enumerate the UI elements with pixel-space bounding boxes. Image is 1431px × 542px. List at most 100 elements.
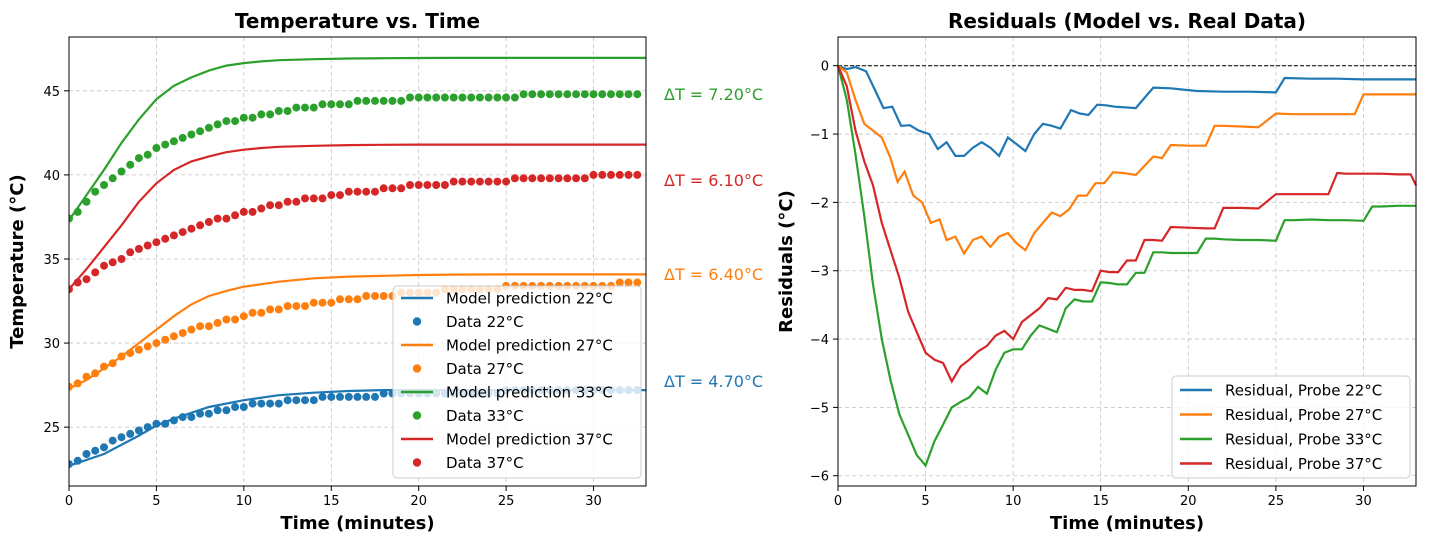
data-point-c27: [204, 322, 213, 331]
data-point-c27: [134, 345, 143, 354]
data-point-c27: [309, 298, 318, 307]
data-point-c37: [414, 181, 423, 189]
data-point-c33: [169, 137, 178, 146]
data-point-c22: [283, 396, 292, 405]
data-point-c27: [239, 312, 248, 321]
temperature-chart: 0 5 10 15 20 25 30 25 30 35 40 45 Temperature vs. T…: [7, 9, 763, 534]
legend-label: Data 27°C: [446, 360, 524, 378]
data-point-c37: [607, 170, 615, 179]
data-point-c37: [274, 201, 283, 210]
data-point-c33: [467, 93, 476, 102]
data-point-c27: [266, 305, 275, 314]
model-line-c37: [69, 143, 646, 290]
y-tick-label: −4: [810, 333, 829, 348]
data-point-c33: [615, 90, 624, 99]
residuals-chart-plot: [836, 64, 1417, 468]
y-tick-label: −5: [810, 401, 829, 416]
data-point-c33: [69, 214, 73, 223]
x-tick-label: 5: [152, 494, 160, 509]
data-point-c27: [283, 302, 292, 311]
data-point-c37: [615, 170, 624, 179]
legend-label: Residual, Probe 22°C: [1225, 382, 1382, 400]
data-point-c37: [353, 187, 362, 196]
legend-label: Data 22°C: [446, 313, 524, 331]
legend-label: Data 33°C: [446, 407, 524, 425]
model-line-c33: [69, 56, 646, 221]
data-point-c33: [458, 93, 467, 102]
legend-marker-swatch: [412, 317, 422, 326]
x-tick-label: 20: [1180, 494, 1197, 509]
data-point-c33: [545, 90, 554, 99]
data-point-c27: [143, 342, 152, 351]
data-point-c22: [371, 392, 379, 401]
temperature-chart-ticks: 0 5 10 15 20 25 30 25 30 35 40 45: [43, 85, 601, 509]
data-point-c22: [152, 419, 161, 428]
residuals-chart-frame: [837, 36, 1417, 487]
delta-t-annotation: ΔT = 4.70°C: [664, 372, 763, 391]
data-point-c22: [108, 436, 117, 445]
data-point-c37: [292, 197, 301, 206]
data-point-c37: [248, 207, 257, 216]
data-point-c37: [362, 187, 371, 196]
data-point-c37: [327, 191, 336, 200]
data-point-c22: [91, 446, 100, 455]
data-point-c37: [161, 234, 170, 243]
data-point-c37: [204, 218, 213, 226]
data-point-c37: [169, 231, 178, 240]
data-point-c22: [69, 460, 73, 469]
data-point-c37: [624, 170, 633, 179]
y-tick-label: 30: [43, 337, 60, 352]
x-tick-label: 10: [236, 494, 253, 509]
data-point-c33: [397, 96, 406, 105]
data-point-c27: [327, 298, 336, 307]
data-point-c33: [100, 181, 108, 189]
data-point-c27: [615, 278, 624, 287]
data-point-c22: [266, 399, 275, 408]
y-tick-label: 25: [43, 421, 60, 436]
y-tick-label: 35: [43, 253, 60, 268]
residuals-chart-xlabel: Time (minutes): [1050, 513, 1204, 534]
data-point-c37: [257, 204, 266, 213]
data-point-c33: [580, 90, 589, 99]
data-point-c37: [484, 177, 493, 186]
data-point-c37: [502, 177, 511, 186]
data-point-c27: [100, 362, 108, 371]
data-point-c37: [572, 174, 581, 183]
residual-line-c22: [837, 64, 1416, 158]
data-point-c33: [528, 90, 537, 99]
data-point-c33: [554, 90, 563, 99]
data-point-c27: [371, 292, 379, 300]
data-point-c33: [161, 140, 170, 149]
temperature-chart-annotations: ΔT = 7.20°C ΔT = 6.10°C ΔT = 6.40°C ΔT = 4.…: [664, 85, 763, 391]
x-tick-label: 20: [410, 494, 427, 509]
residuals-chart-ticks: 0 5 10 15 20 25 30 0 −1 −2 −3 −4 −5 −6: [810, 60, 1372, 509]
legend-label: Data 37°C: [446, 454, 524, 472]
x-tick-label: 30: [1355, 494, 1372, 509]
temperature-chart-xlabel: Time (minutes): [280, 513, 434, 534]
data-point-c37: [82, 275, 91, 284]
data-point-c22: [239, 403, 248, 411]
data-point-c37: [432, 181, 441, 189]
data-point-c33: [475, 93, 484, 102]
data-point-c22: [204, 409, 213, 418]
data-point-c37: [580, 174, 589, 183]
data-point-c22: [143, 423, 152, 432]
data-point-c27: [69, 382, 73, 391]
data-point-c33: [82, 197, 91, 206]
data-point-c37: [589, 170, 598, 179]
data-point-c22: [327, 392, 336, 401]
legend-label: Residual, Probe 37°C: [1225, 455, 1382, 473]
data-point-c33: [493, 93, 502, 102]
data-point-c37: [371, 187, 379, 196]
data-point-c33: [126, 160, 135, 169]
data-point-c37: [545, 174, 554, 183]
data-point-c27: [231, 315, 240, 324]
data-point-c27: [187, 325, 196, 334]
data-point-c27: [379, 292, 388, 300]
temperature-chart-legend: Model prediction 22°C Data 22°C Model pred…: [392, 285, 642, 479]
temperature-chart-title: Temperature vs. Time: [235, 9, 480, 33]
data-point-c37: [458, 177, 467, 186]
residual-line-c37: [836, 65, 1417, 384]
data-point-c33: [353, 96, 362, 105]
data-point-c33: [187, 130, 196, 139]
